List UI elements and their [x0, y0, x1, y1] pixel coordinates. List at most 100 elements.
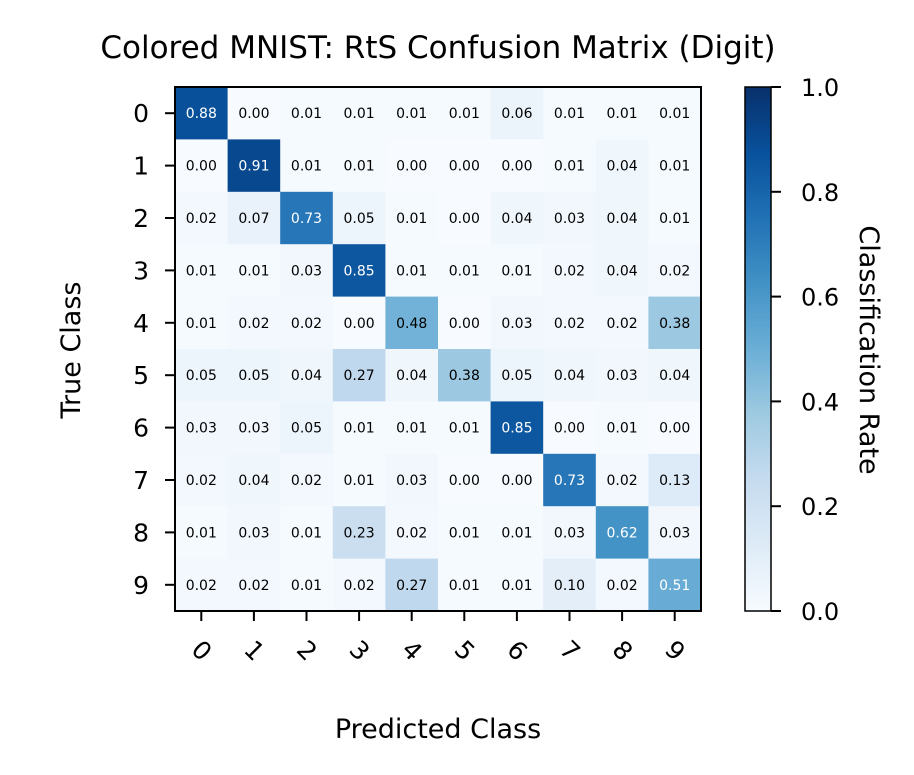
- heatmap-cell: [227, 244, 281, 298]
- heatmap-cell-label: 0.01: [291, 106, 322, 122]
- heatmap-cell-label: 0.01: [501, 263, 532, 279]
- heatmap-cell: [332, 296, 386, 350]
- heatmap-cell-label: 0.02: [238, 578, 269, 594]
- heatmap-cell: [385, 87, 439, 140]
- heatmap-cell: [227, 296, 281, 350]
- heatmap-cell: [438, 349, 492, 402]
- heatmap-cell: [280, 139, 334, 193]
- heatmap-cell-label: 0.02: [554, 316, 585, 332]
- y-tick-label: 2: [133, 204, 149, 233]
- heatmap-cell: [648, 506, 702, 560]
- heatmap-cell: [385, 453, 439, 507]
- heatmap-cell: [648, 191, 702, 245]
- heatmap-cell-label: 0.04: [501, 211, 532, 227]
- heatmap-cell: [490, 87, 544, 140]
- heatmap-cell-label: 0.04: [396, 368, 427, 384]
- heatmap-cell: [490, 506, 544, 560]
- heatmap-cell: [543, 296, 597, 350]
- heatmap-cell: [227, 139, 281, 193]
- heatmap-cell: [543, 244, 597, 298]
- heatmap-cell: [280, 506, 334, 560]
- chart-title: Colored MNIST: RtS Confusion Matrix (Dig…: [100, 30, 775, 66]
- heatmap-cell: [543, 139, 597, 193]
- heatmap-cell-label: 0.04: [659, 368, 690, 384]
- heatmap-cell-label: 0.04: [607, 159, 638, 175]
- heatmap-cell-label: 0.00: [449, 316, 480, 332]
- y-tick-label: 4: [133, 309, 149, 338]
- heatmap-cell-label: 0.01: [659, 211, 690, 227]
- heatmap-cell-label: 0.02: [607, 578, 638, 594]
- heatmap-cell: [648, 558, 702, 612]
- heatmap-cell: [490, 453, 544, 507]
- heatmap-cell: [490, 191, 544, 245]
- heatmap-cell: [438, 139, 492, 193]
- heatmap-cell-labels: 0.88 0.00 0.01 0.01 0.01 0.01 0.06 0.01 0.01 0.01…: [186, 106, 691, 594]
- heatmap-cell-label: 0.73: [291, 211, 322, 227]
- heatmap-cell: [332, 453, 386, 507]
- y-axis-label: True Class: [56, 282, 87, 420]
- heatmap-cell: [280, 87, 334, 140]
- heatmap-cell-label: 0.85: [344, 263, 375, 279]
- colorbar-label: Classification Rate: [853, 225, 884, 474]
- heatmap-cell: [438, 191, 492, 245]
- heatmap-cell-label: 0.01: [291, 159, 322, 175]
- heatmap-cell: [332, 558, 386, 612]
- heatmap-cell-label: 0.00: [449, 473, 480, 489]
- heatmap-cell: [280, 558, 334, 612]
- heatmap-cell: [543, 506, 597, 560]
- heatmap-cell-label: 0.05: [344, 211, 375, 227]
- x-tick-label: 1: [238, 635, 270, 667]
- heatmap-cell: [175, 87, 229, 140]
- heatmap-cell: [227, 506, 281, 560]
- heatmap-cell-label: 0.01: [659, 106, 690, 122]
- heatmap-cell: [438, 87, 492, 140]
- heatmap-cell-label: 0.01: [449, 525, 480, 541]
- heatmap-cell-label: 0.03: [607, 368, 638, 384]
- heatmap-cell-label: 0.02: [186, 211, 217, 227]
- heatmap-cell-label: 0.02: [607, 473, 638, 489]
- heatmap-cell-label: 0.01: [449, 263, 480, 279]
- heatmap-cell: [332, 506, 386, 560]
- heatmap-cell: [227, 558, 281, 612]
- heatmap-cell: [385, 349, 439, 402]
- heatmap-cell: [543, 191, 597, 245]
- colorbar-tick-label: 0.2: [801, 493, 839, 521]
- heatmap-cell-label: 0.04: [238, 473, 269, 489]
- heatmap-cell: [332, 139, 386, 193]
- heatmap-cell: [438, 296, 492, 350]
- heatmap-cell-label: 0.00: [449, 211, 480, 227]
- heatmap-cell-label: 0.62: [607, 525, 638, 541]
- heatmap-cell: [175, 191, 229, 245]
- y-tick-label: 0: [133, 99, 149, 128]
- heatmap-cell-label: 0.01: [554, 159, 585, 175]
- heatmap-cell: [543, 349, 597, 402]
- y-tick-label: 7: [133, 466, 149, 495]
- heatmap-cell-label: 0.01: [344, 421, 375, 437]
- y-tick-label: 6: [133, 414, 149, 443]
- heatmap-cell: [648, 349, 702, 402]
- heatmap-cell-label: 0.01: [186, 263, 217, 279]
- heatmap-cell-label: 0.02: [238, 316, 269, 332]
- heatmap-cell: [280, 244, 334, 298]
- heatmap-cell-label: 0.03: [396, 473, 427, 489]
- heatmap-cell-label: 0.48: [396, 316, 427, 332]
- heatmap-cell: [543, 401, 597, 455]
- heatmap-cell: [175, 558, 229, 612]
- heatmap-cell-label: 0.05: [186, 368, 217, 384]
- heatmap-cell-label: 0.04: [607, 211, 638, 227]
- heatmap-cell-label: 0.91: [238, 159, 269, 175]
- heatmap-cell: [595, 558, 649, 612]
- heatmap-cell-label: 0.00: [449, 159, 480, 175]
- heatmap-cell: [175, 296, 229, 350]
- heatmap-cell: [175, 453, 229, 507]
- heatmap-cell-label: 0.27: [396, 578, 427, 594]
- heatmap-cell: [332, 191, 386, 245]
- y-tick-label: 5: [133, 361, 149, 390]
- heatmap-cell-label: 0.38: [659, 316, 690, 332]
- heatmap-cell: [490, 349, 544, 402]
- heatmap-cell: [595, 139, 649, 193]
- y-tick-label: 3: [133, 256, 149, 285]
- heatmap-cell: [490, 558, 544, 612]
- heatmap-cell: [648, 139, 702, 193]
